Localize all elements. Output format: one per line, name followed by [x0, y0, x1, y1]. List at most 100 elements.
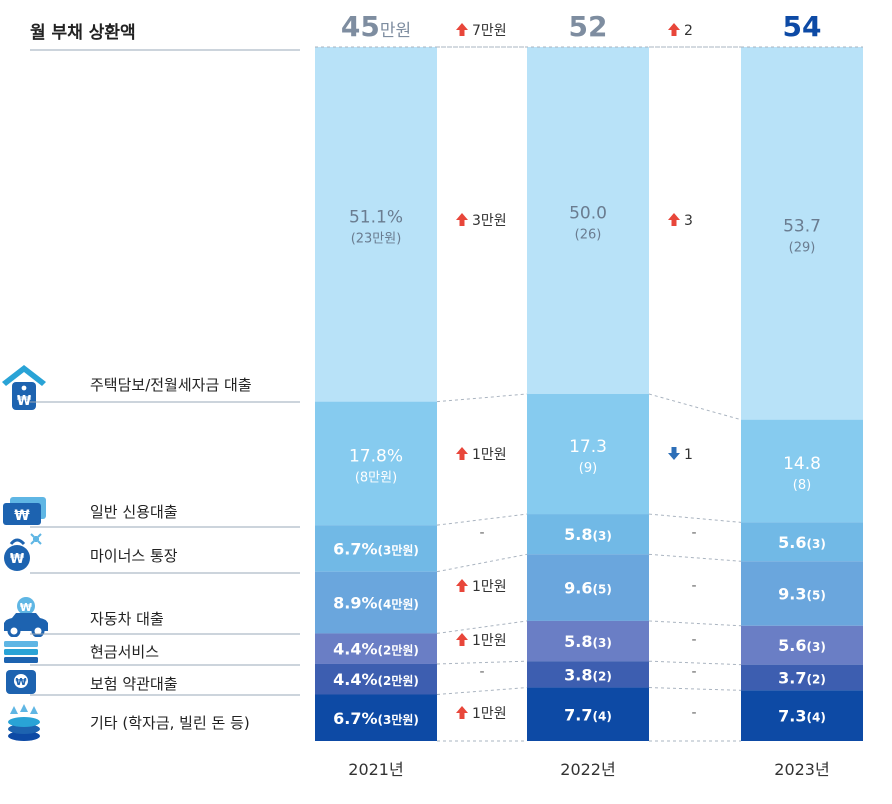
connector-line — [648, 393, 742, 421]
pct-label: 17.3 — [569, 437, 607, 457]
change-label: 1만원 — [472, 706, 507, 722]
amount-label: (3) — [807, 640, 826, 654]
category-label-auto: 자동차 대출 — [90, 610, 164, 628]
segment-label: 5.6(3) — [778, 533, 826, 552]
up-arrow-icon — [456, 23, 468, 36]
amount-label: (3) — [807, 537, 826, 551]
segment-label: 9.6(5) — [564, 579, 612, 598]
amount-label: (8만원) — [355, 470, 397, 485]
change-label: - — [479, 664, 484, 680]
pct-label: 6.7% — [333, 709, 377, 728]
down-arrow-icon — [668, 447, 680, 460]
change-label: - — [691, 525, 696, 541]
segment-label: 6.7%(3만원) — [333, 539, 419, 558]
category-label-insurance: 보험 약관대출 — [90, 675, 178, 693]
svg-text:₩: ₩ — [14, 508, 30, 524]
connector-line — [436, 393, 528, 403]
change-label: 1 — [684, 447, 693, 463]
pct-label: 3.8 — [564, 665, 592, 684]
change-label: 1만원 — [472, 579, 507, 595]
pct-label: 5.8 — [564, 525, 592, 544]
x-tick-label: 2023년 — [774, 760, 829, 779]
pct-label: 3.7 — [778, 668, 806, 687]
pct-label: 5.8 — [564, 632, 592, 651]
up-arrow-icon — [456, 706, 468, 719]
pct-label: 14.8 — [783, 454, 821, 474]
bar-segment-other — [315, 694, 437, 741]
segment-label: 8.9%(4만원) — [333, 594, 419, 613]
svg-text:₩: ₩ — [17, 394, 32, 409]
amount-label: (5) — [593, 583, 612, 597]
amount-label: (3만원) — [377, 542, 418, 557]
pct-label: 50.0 — [569, 204, 607, 224]
bar-segment-insurance — [315, 663, 437, 695]
bar-segment-credit — [527, 394, 649, 515]
chart-title: 월 부채 상환액 — [30, 23, 136, 43]
change-label: 7만원 — [472, 23, 507, 39]
change-label: - — [479, 525, 484, 541]
bar-segment-housing — [527, 47, 649, 394]
up-arrow-icon — [456, 579, 468, 592]
change-label: 3만원 — [472, 213, 507, 229]
bar-segment-credit — [741, 419, 863, 523]
amount-label: (4만원) — [377, 597, 418, 612]
up-arrow-icon — [456, 213, 468, 226]
pct-label: 5.6 — [778, 636, 806, 655]
bar-segment-overdraft — [315, 525, 437, 572]
coins-icon — [8, 704, 40, 741]
up-arrow-icon — [668, 213, 680, 226]
amount-label: (5) — [807, 589, 826, 603]
change-label: 3 — [684, 213, 693, 229]
bar-segment-cash — [741, 625, 863, 665]
segment-label: 5.6(3) — [778, 636, 826, 655]
up-arrow-icon — [456, 633, 468, 646]
segment-label: 4.4%(2만원) — [333, 640, 419, 659]
pct-label: 7.7 — [564, 705, 592, 724]
pct-label: 5.6 — [778, 533, 806, 552]
segment-label: 7.3(4) — [778, 707, 826, 726]
change-label: - — [691, 664, 696, 680]
car-icon: ₩ — [4, 597, 48, 637]
connector-line — [648, 513, 742, 523]
bar-segment-cash — [527, 620, 649, 662]
total-label: 52 — [569, 10, 608, 43]
total-label: 54 — [783, 10, 822, 43]
segment-label: 5.8(3) — [564, 632, 612, 651]
amount-label: (3만원) — [377, 712, 418, 727]
amount-label: (2) — [807, 672, 826, 686]
category-label-other: 기타 (학자금, 빌린 돈 등) — [90, 714, 250, 732]
pct-label: 6.7% — [333, 539, 377, 558]
pct-label: 8.9% — [333, 594, 377, 613]
cash-stack-icon — [4, 641, 38, 663]
change-label: - — [691, 632, 696, 648]
amount-label: (4) — [593, 709, 612, 723]
amount-label: (26) — [575, 228, 602, 243]
bar-segment-overdraft — [741, 522, 863, 562]
connector-line — [436, 620, 528, 634]
amount-label: (9) — [579, 461, 597, 476]
up-arrow-icon — [668, 23, 680, 36]
house-icon: ₩ — [2, 365, 46, 410]
bar-segment-cash — [315, 633, 437, 664]
pct-label: 7.3 — [778, 707, 806, 726]
amount-label: (2) — [593, 669, 612, 683]
svg-text:₩: ₩ — [10, 552, 25, 567]
connector-line — [436, 553, 528, 573]
pct-label: 17.8% — [349, 446, 403, 466]
connector-line — [648, 553, 742, 562]
svg-text:₩: ₩ — [15, 677, 26, 688]
svg-text:₩: ₩ — [20, 601, 32, 614]
bag-icon: ₩ — [4, 533, 42, 571]
bar-segment-insurance — [741, 664, 863, 691]
bar-segment-insurance — [527, 661, 649, 688]
bar-segment-auto — [527, 554, 649, 621]
bar-segment-credit — [315, 401, 437, 526]
x-tick-label: 2022년 — [560, 760, 615, 779]
connector-line — [436, 687, 528, 696]
connector-line — [648, 687, 742, 691]
amount-label: (23만원) — [351, 231, 402, 246]
bar-segment-other — [741, 690, 863, 741]
segment-label: 9.3(5) — [778, 585, 826, 604]
category-label-credit: 일반 신용대출 — [90, 503, 178, 521]
